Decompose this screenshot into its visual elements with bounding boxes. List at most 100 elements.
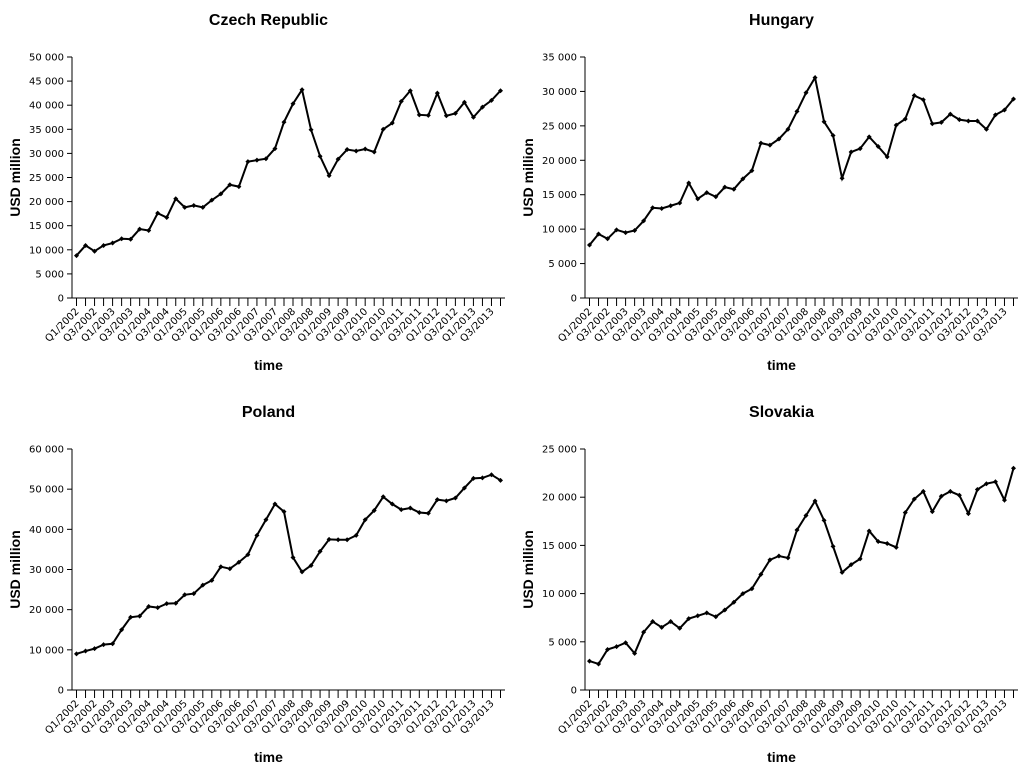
data-point — [587, 242, 593, 248]
data-point — [326, 536, 332, 542]
data-point — [956, 492, 962, 498]
data-point — [902, 116, 908, 122]
data-point — [857, 146, 863, 152]
y-tick-label: 15 000 — [29, 221, 64, 232]
data-point — [434, 497, 440, 503]
data-point — [605, 647, 611, 653]
data-point — [596, 231, 602, 237]
data-point — [119, 236, 125, 242]
y-axis-title: USD million — [7, 530, 23, 609]
data-point — [740, 176, 746, 182]
data-point — [74, 651, 80, 657]
data-line — [589, 468, 1015, 666]
y-tick-label: 35 000 — [29, 125, 64, 136]
data-point — [479, 475, 485, 481]
data-point — [155, 605, 161, 611]
y-tick-label: 60 000 — [29, 445, 64, 456]
data-point — [623, 230, 629, 236]
data-point — [632, 650, 638, 656]
data-point — [344, 147, 350, 153]
panel: Czech Republic 0 5 000 10 000 15 000 20 000 25… — [7, 12, 505, 373]
data-point — [353, 532, 359, 538]
data-point — [686, 180, 692, 186]
data-point — [137, 613, 143, 619]
data-point — [668, 619, 674, 625]
data-point — [677, 625, 683, 631]
y-tick-label: 20 000 — [29, 605, 64, 616]
data-point — [614, 227, 620, 233]
data-point — [947, 488, 953, 494]
x-axis-title: time — [254, 749, 283, 765]
data-point — [893, 544, 899, 550]
data-point — [938, 493, 944, 499]
data-point — [326, 173, 332, 179]
data-point — [461, 485, 467, 491]
y-tick-label: 40 000 — [29, 525, 64, 536]
y-tick-label: 30 000 — [29, 149, 64, 160]
data-point — [299, 87, 305, 93]
chart-title: Poland — [242, 404, 295, 421]
data-point — [227, 182, 233, 188]
data-point — [488, 472, 494, 478]
data-point — [353, 148, 359, 154]
data-point — [371, 149, 377, 155]
data-point — [218, 564, 224, 570]
data-point — [479, 104, 485, 110]
data-point — [722, 607, 728, 613]
y-tick-label: 40 000 — [29, 101, 64, 112]
data-point — [965, 511, 971, 517]
data-point — [596, 661, 602, 667]
data-point — [668, 203, 674, 209]
data-point — [389, 120, 395, 126]
data-point — [191, 591, 197, 597]
data-point — [416, 112, 422, 118]
data-point — [920, 97, 926, 103]
data-point — [398, 507, 404, 513]
data-point — [794, 108, 800, 114]
data-point — [605, 236, 611, 242]
data-point — [911, 93, 917, 99]
data-point — [317, 153, 323, 159]
data-point — [416, 509, 422, 515]
data-point — [641, 218, 647, 224]
data-point — [191, 202, 197, 208]
data-line — [588, 74, 1015, 246]
data-point — [281, 119, 287, 125]
data-point — [776, 553, 782, 559]
data-point — [767, 142, 773, 148]
data-point — [947, 111, 953, 117]
data-point — [866, 528, 872, 534]
data-point — [1010, 465, 1016, 471]
data-point — [983, 481, 989, 487]
y-tick-label: 50 000 — [29, 53, 64, 64]
data-point — [101, 642, 107, 648]
panel: Hungary 0 5 000 10 000 15 000 20 000 25 000 30 … — [520, 12, 1018, 373]
data-point — [110, 641, 116, 647]
data-point — [1001, 497, 1007, 503]
data-point — [650, 205, 656, 211]
chart-title: Slovakia — [749, 404, 814, 421]
data-point — [749, 586, 755, 592]
y-tick-label: 15 000 — [542, 190, 577, 201]
data-point — [875, 144, 881, 150]
y-tick-label: 5 000 — [548, 637, 577, 648]
data-point — [290, 554, 296, 560]
data-point — [200, 204, 206, 210]
data-point — [236, 559, 242, 565]
data-point — [209, 197, 215, 203]
data-point — [749, 168, 755, 174]
data-point — [110, 240, 116, 246]
data-point — [461, 99, 467, 105]
data-point — [92, 646, 98, 652]
data-point — [1001, 107, 1007, 113]
data-point — [1010, 96, 1016, 102]
data-point — [155, 210, 161, 216]
data-point — [992, 112, 998, 118]
data-point — [362, 517, 368, 523]
data-point — [407, 505, 413, 511]
data-point — [371, 507, 377, 513]
data-point — [848, 562, 854, 568]
data-point — [713, 194, 719, 200]
